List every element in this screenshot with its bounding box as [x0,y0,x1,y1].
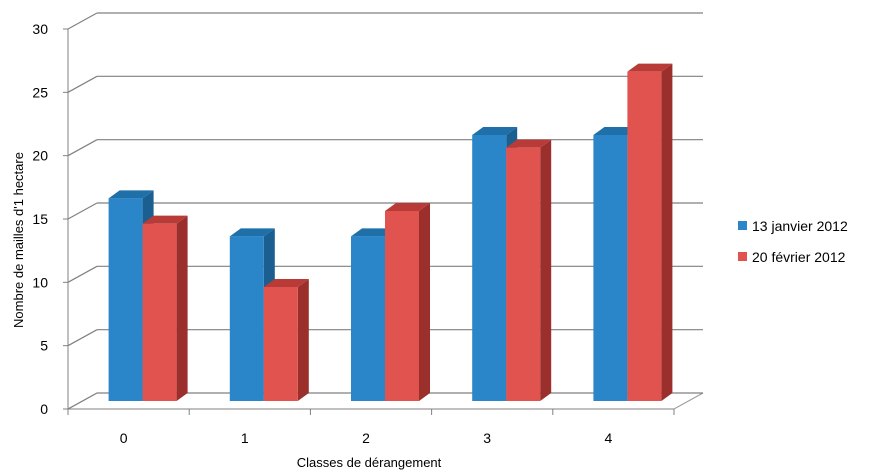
bar-top [593,127,639,135]
bar [142,215,188,401]
x-tick-label: 0 [120,430,128,446]
x-axis-title: Classes de dérangement [297,455,442,470]
gridline-depth [67,139,98,157]
gridline-depth [67,202,98,220]
bar-front [263,287,298,401]
gridline-depth [67,265,98,283]
gridline-depth [67,329,98,347]
y-tick-label: 15 [32,211,48,227]
y-axis-title: Nombre de mailles d'1 hectare [11,152,26,328]
legend-swatch [738,252,747,261]
bar-side [540,139,552,401]
y-tick-labels: 0 5 10 15 20 25 30 [32,21,48,417]
bar-top [472,127,518,135]
bar-top [142,215,188,224]
gridline-depth [67,392,98,410]
axes [63,28,675,415]
legend-label: 13 janvier 2012 [752,218,848,234]
bar-front [142,223,177,401]
bar-side [176,215,188,401]
bar [263,279,309,401]
x-tick-label: 3 [483,430,491,446]
bar [627,63,673,402]
y-tick-label: 0 [40,401,48,417]
y-tick-label: 25 [32,84,48,100]
x-tick-labels: 0 1 2 3 4 [120,430,613,446]
bar-front [351,236,385,401]
bar-front [108,198,143,401]
bar-front [627,71,662,402]
bar-top [263,279,309,287]
bar-top [385,203,430,211]
bar-top [506,139,552,148]
gridline-depth [67,75,98,93]
y-tick-label: 20 [32,148,48,164]
legend-swatch [738,221,747,230]
bar-top [108,190,154,199]
bar-side [297,279,309,401]
bar-side [419,203,430,401]
bar [506,139,552,401]
bar-front [593,135,628,401]
bar-side [661,63,673,402]
bars [108,63,673,402]
x-tick-label: 4 [605,430,613,446]
bar [385,203,430,401]
y-tick-label: 10 [32,274,48,290]
bar-front [229,236,264,401]
bar-top [351,228,396,237]
bar-top [627,63,673,72]
bar-front [385,211,419,401]
y-tick-label: 5 [40,338,48,354]
legend: 13 janvier 2012 20 février 2012 [738,218,848,265]
bar-front [472,135,507,401]
y-tick-label: 30 [32,21,48,37]
gridline-depth [67,12,98,30]
x-tick-label: 1 [241,430,249,446]
bar-front [506,147,541,401]
legend-label: 20 février 2012 [752,249,846,265]
bar-top [229,228,275,237]
x-tick-label: 2 [362,430,370,446]
